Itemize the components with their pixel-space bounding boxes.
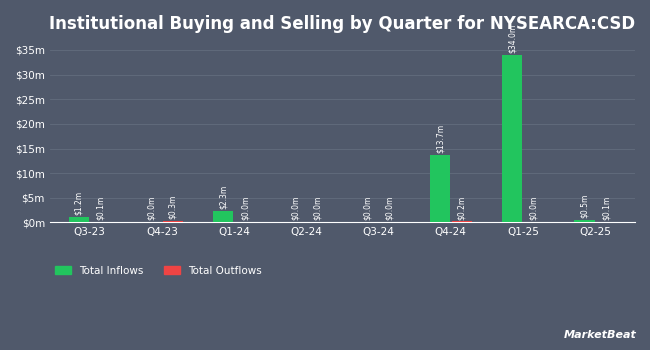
Bar — [596, 222, 616, 223]
Text: $0.0m: $0.0m — [363, 196, 372, 220]
Text: $0.0m: $0.0m — [240, 196, 250, 220]
Text: $0.0m: $0.0m — [385, 196, 394, 220]
Text: $0.3m: $0.3m — [168, 195, 177, 219]
Text: $0.0m: $0.0m — [146, 196, 155, 220]
Bar — [575, 220, 595, 223]
Text: $1.2m: $1.2m — [74, 190, 83, 215]
Title: Institutional Buying and Selling by Quarter for NYSEARCA:CSD: Institutional Buying and Selling by Quar… — [49, 15, 636, 33]
Text: $0.1m: $0.1m — [96, 196, 105, 220]
Bar — [452, 222, 472, 223]
Bar — [502, 55, 523, 223]
Text: $2.3m: $2.3m — [219, 185, 227, 209]
Text: $0.1m: $0.1m — [602, 196, 610, 220]
Text: MarketBeat: MarketBeat — [564, 329, 637, 340]
Text: $13.7m: $13.7m — [436, 124, 445, 153]
Bar — [430, 155, 450, 223]
Text: $0.5m: $0.5m — [580, 194, 589, 218]
Text: $0.0m: $0.0m — [313, 196, 322, 220]
Text: $0.2m: $0.2m — [457, 195, 466, 219]
Text: $0.0m: $0.0m — [291, 196, 300, 220]
Text: $34.0m: $34.0m — [508, 24, 517, 53]
Bar — [69, 217, 89, 223]
Bar — [90, 222, 110, 223]
Legend: Total Inflows, Total Outflows: Total Inflows, Total Outflows — [55, 266, 262, 275]
Bar — [213, 211, 233, 223]
Text: $0.0m: $0.0m — [529, 196, 538, 220]
Bar — [162, 221, 183, 223]
